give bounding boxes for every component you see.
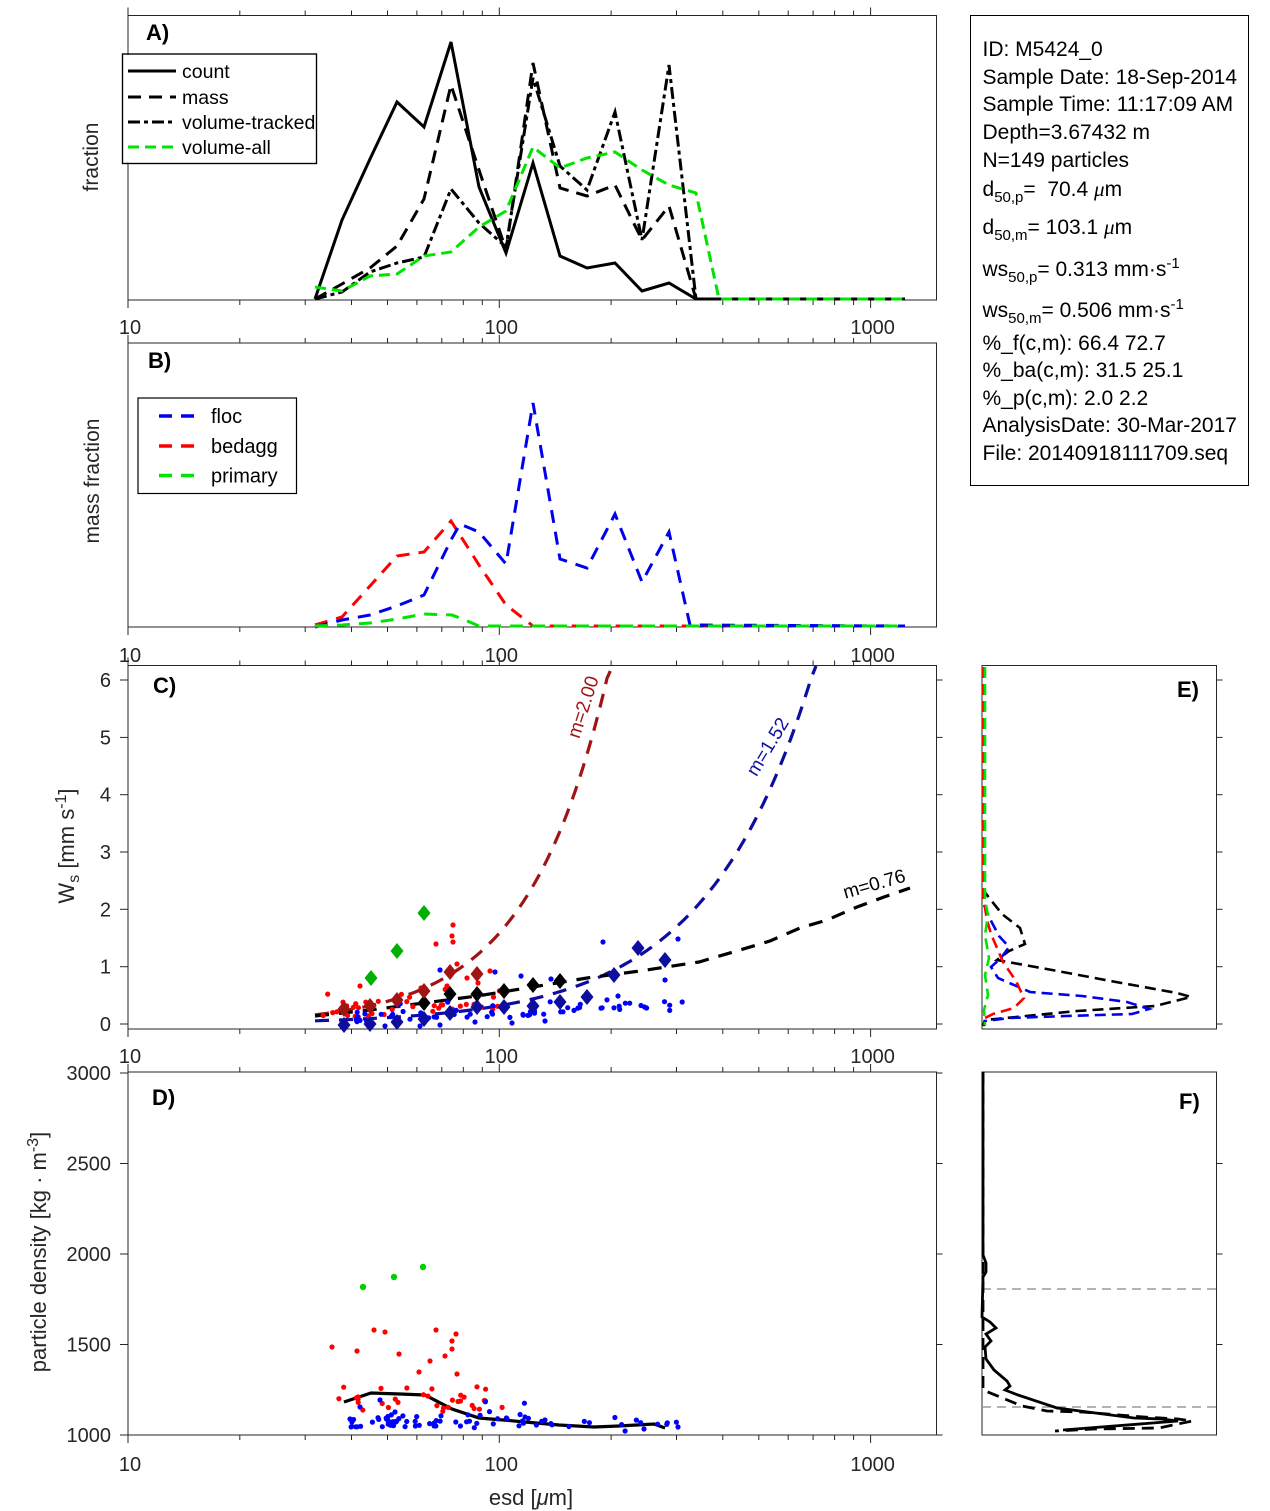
svg-text:100: 100 <box>485 645 518 667</box>
svg-text:1500: 1500 <box>67 1335 112 1357</box>
svg-text:bedagg: bedagg <box>211 436 278 458</box>
svg-text:1000: 1000 <box>850 317 895 339</box>
svg-text:3: 3 <box>100 842 111 864</box>
svg-text:B): B) <box>148 348 171 373</box>
svg-text:mass fraction: mass fraction <box>81 419 104 544</box>
svg-text:1: 1 <box>100 957 111 979</box>
svg-text:primary: primary <box>211 466 278 488</box>
svg-text:1000: 1000 <box>850 645 895 667</box>
svg-text:100: 100 <box>485 1454 518 1476</box>
svg-text:3000: 3000 <box>67 1063 112 1085</box>
svg-text:4: 4 <box>100 785 111 807</box>
svg-text:floc: floc <box>211 406 242 428</box>
svg-text:1000: 1000 <box>67 1425 112 1447</box>
svg-text:100: 100 <box>485 1046 518 1068</box>
svg-text:volume-tracked: volume-tracked <box>182 112 315 134</box>
svg-text:A): A) <box>146 20 169 45</box>
svg-text:10: 10 <box>119 1046 141 1068</box>
svg-text:10: 10 <box>119 317 141 339</box>
svg-text:Ws [mm s-1]: Ws [mm s-1] <box>53 788 83 903</box>
svg-text:mass: mass <box>182 87 229 109</box>
svg-text:esd [μm]: esd [μm] <box>489 1485 573 1510</box>
svg-text:fraction: fraction <box>80 123 103 192</box>
svg-text:10: 10 <box>119 645 141 667</box>
svg-text:2500: 2500 <box>67 1154 112 1176</box>
svg-text:1000: 1000 <box>850 1454 895 1476</box>
svg-text:E): E) <box>1177 677 1199 702</box>
svg-text:0: 0 <box>100 1014 111 1036</box>
svg-text:m=0.76: m=0.76 <box>841 866 908 904</box>
svg-text:m=2.00: m=2.00 <box>564 674 604 741</box>
svg-text:C): C) <box>153 673 176 698</box>
svg-text:10: 10 <box>119 1454 141 1476</box>
svg-text:100: 100 <box>485 317 518 339</box>
svg-text:particle density [kg · m-3]: particle density [kg · m-3] <box>25 1132 51 1372</box>
svg-text:m=1.52: m=1.52 <box>743 714 794 780</box>
svg-text:1000: 1000 <box>850 1046 895 1068</box>
svg-text:D): D) <box>152 1085 175 1110</box>
svg-text:F): F) <box>1179 1089 1200 1114</box>
svg-text:2: 2 <box>100 899 111 921</box>
svg-text:volume-all: volume-all <box>182 137 271 159</box>
svg-text:2000: 2000 <box>67 1244 112 1266</box>
svg-text:count: count <box>182 61 230 83</box>
svg-text:5: 5 <box>100 727 111 749</box>
svg-text:6: 6 <box>100 670 111 692</box>
